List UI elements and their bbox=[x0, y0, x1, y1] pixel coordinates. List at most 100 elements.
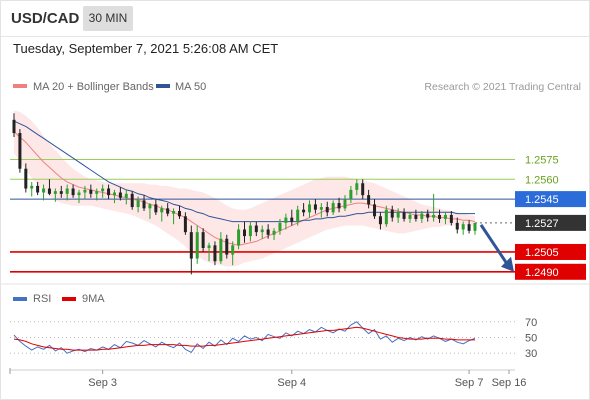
candle-bullish bbox=[160, 208, 164, 213]
candle-bullish bbox=[272, 230, 276, 235]
candle-bearish bbox=[455, 222, 459, 230]
pair-title: USD/CAD bbox=[11, 10, 80, 27]
candle-bullish bbox=[308, 204, 312, 213]
candle-bullish bbox=[384, 209, 388, 225]
candle-bullish bbox=[207, 245, 211, 248]
rsi-tick-label-2: 30 bbox=[525, 348, 537, 360]
timestamp: Tuesday, September 7, 2021 5:26:08 AM CE… bbox=[13, 41, 279, 56]
candle-bullish bbox=[432, 214, 436, 218]
candle-bullish bbox=[231, 245, 235, 255]
candle-bullish bbox=[101, 188, 105, 192]
candle-bullish bbox=[65, 188, 69, 194]
level-label-1: 1.2560 bbox=[525, 174, 559, 186]
forecast-arrow-shaft bbox=[479, 224, 509, 265]
candle-bearish bbox=[154, 204, 158, 213]
forecast-arrow-head bbox=[501, 256, 514, 272]
level-tag-2 bbox=[515, 191, 586, 208]
candle-bearish bbox=[337, 203, 341, 209]
candle-bullish bbox=[195, 232, 199, 259]
candle-bearish bbox=[189, 232, 193, 259]
x-tick-label-1: Sep 4 bbox=[277, 377, 306, 389]
candle-bearish bbox=[325, 207, 329, 213]
candle-bearish bbox=[201, 232, 205, 248]
legend-ma50-label: MA 50 bbox=[175, 81, 206, 93]
candle-bullish bbox=[296, 209, 300, 222]
candle-bullish bbox=[172, 211, 176, 214]
candle-bearish bbox=[36, 185, 40, 193]
candle-bullish bbox=[331, 203, 335, 213]
legend-9ma-label: 9MA bbox=[82, 293, 105, 305]
legend-9ma-swatch bbox=[62, 297, 76, 301]
candle-bearish bbox=[414, 214, 418, 219]
candle-bearish bbox=[390, 209, 394, 218]
candle-bullish bbox=[343, 199, 347, 209]
candle-bullish bbox=[237, 229, 241, 246]
candle-bearish bbox=[373, 204, 377, 217]
candle-bearish bbox=[367, 195, 371, 205]
candle-bearish bbox=[467, 224, 471, 231]
candle-bearish bbox=[47, 188, 51, 194]
candle-bullish bbox=[443, 214, 447, 219]
current-price-tag bbox=[515, 214, 586, 231]
candle-bearish bbox=[225, 238, 229, 255]
candle-bearish bbox=[166, 208, 170, 214]
candle-bullish bbox=[83, 189, 87, 193]
candle-bearish bbox=[302, 209, 306, 213]
candle-bearish bbox=[213, 245, 217, 262]
candle-bearish bbox=[449, 214, 453, 223]
rsi-9ma-line bbox=[13, 326, 475, 351]
candle-bullish bbox=[408, 214, 412, 219]
candle-bearish bbox=[313, 204, 317, 210]
candle-bullish bbox=[53, 191, 57, 194]
candle-bearish bbox=[130, 193, 134, 208]
candle-bearish bbox=[438, 214, 442, 219]
candle-bearish bbox=[378, 216, 382, 225]
candle-bearish bbox=[266, 229, 270, 235]
rsi-tick-label-1: 50 bbox=[525, 333, 537, 345]
level-tag-4 bbox=[515, 263, 586, 280]
candle-bearish bbox=[402, 212, 406, 219]
candle-bearish bbox=[426, 213, 430, 218]
current-price-label: 1.2527 bbox=[525, 218, 559, 230]
candle-bearish bbox=[177, 211, 181, 217]
candle-bullish bbox=[355, 183, 359, 190]
candle-bearish bbox=[71, 188, 75, 196]
candle-bullish bbox=[30, 185, 34, 189]
candle-bullish bbox=[219, 238, 223, 262]
timeframe-button[interactable]: 30 MIN bbox=[83, 6, 133, 31]
candle-bullish bbox=[420, 213, 424, 219]
rsi-line bbox=[13, 321, 476, 354]
candle-bullish bbox=[112, 192, 116, 196]
candle-bearish bbox=[59, 191, 63, 194]
legend-ma20-swatch bbox=[13, 84, 27, 88]
rsi-tick-label-0: 70 bbox=[525, 317, 537, 329]
candle-bearish bbox=[290, 217, 294, 222]
candle-bearish bbox=[142, 200, 146, 209]
candle-bullish bbox=[248, 225, 252, 237]
candle-bullish bbox=[473, 222, 477, 231]
x-tick-label-3: Sep 16 bbox=[492, 377, 527, 389]
candle-bullish bbox=[319, 207, 323, 210]
candle-bullish bbox=[95, 191, 99, 194]
candle-bearish bbox=[243, 229, 246, 237]
candle-bearish bbox=[254, 225, 258, 233]
candle-bearish bbox=[18, 133, 22, 169]
candle-bullish bbox=[396, 212, 400, 218]
candle-bullish bbox=[349, 189, 353, 200]
candle-bullish bbox=[278, 222, 282, 231]
candle-bullish bbox=[148, 204, 152, 209]
candle-bullish bbox=[260, 229, 264, 233]
candle-bullish bbox=[124, 193, 128, 198]
level-label-0: 1.2575 bbox=[525, 154, 559, 166]
candle-bullish bbox=[42, 188, 46, 193]
level-label-4: 1.2490 bbox=[525, 267, 559, 279]
copyright-text: Research © 2021 Trading Central bbox=[424, 81, 581, 93]
candle-bearish bbox=[183, 216, 187, 233]
candle-bullish bbox=[461, 224, 465, 230]
candle-bearish bbox=[89, 189, 93, 194]
candle-bearish bbox=[24, 168, 28, 189]
level-label-3: 1.2505 bbox=[525, 247, 559, 259]
candle-bullish bbox=[136, 200, 140, 208]
header-bar: USD/CAD 30 MIN bbox=[0, 0, 590, 37]
